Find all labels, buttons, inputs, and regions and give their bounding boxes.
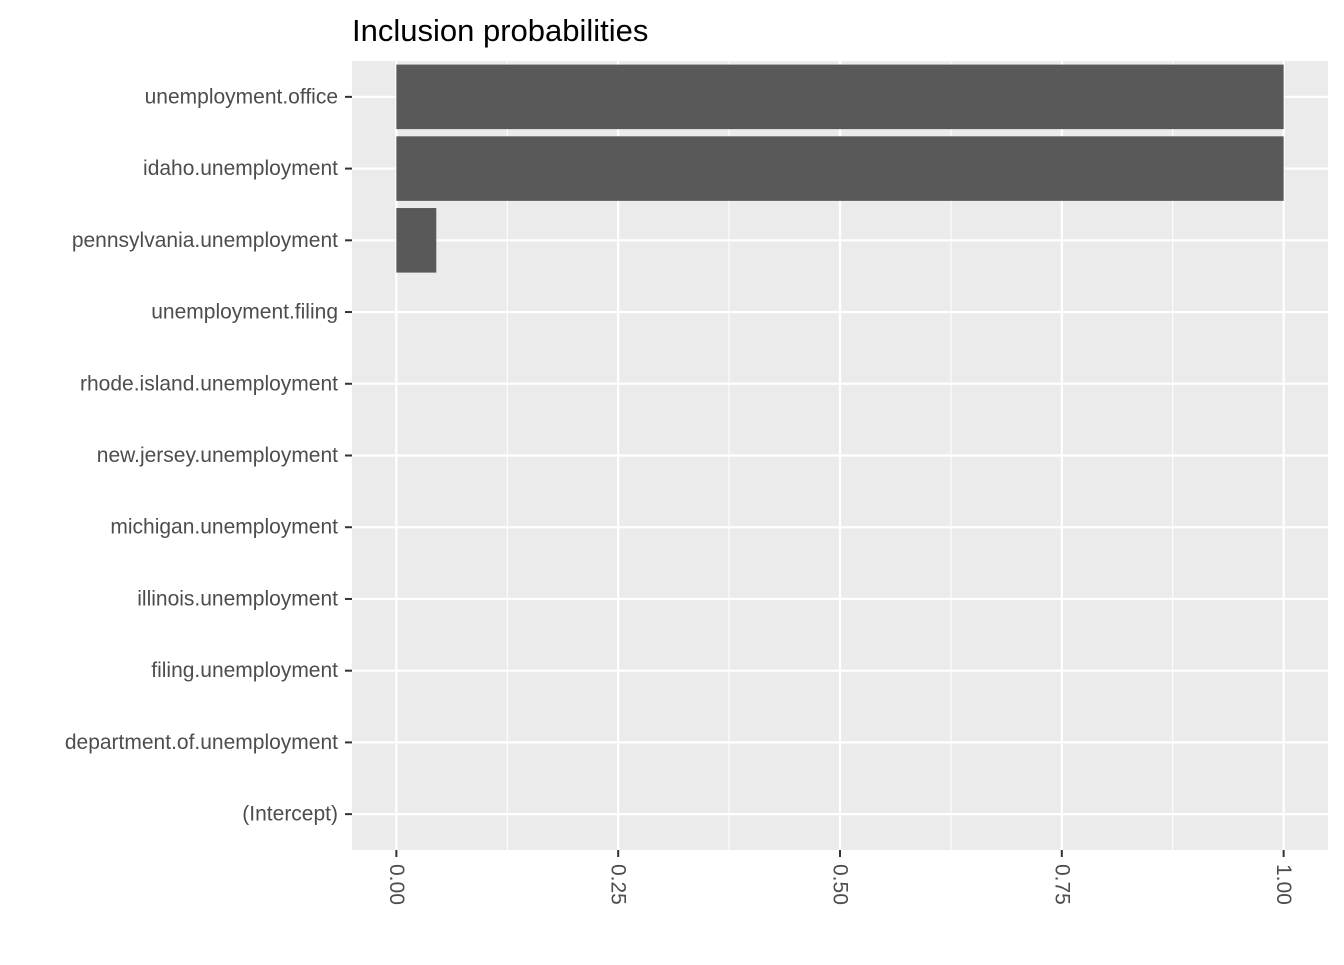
bar-layer: [396, 64, 1284, 273]
y-axis: unemployment.office idaho.unemployment pen…: [65, 85, 352, 826]
bar: [396, 136, 1284, 201]
x-tick-label: 0.75: [1050, 864, 1073, 905]
y-tick-label: new.jersey.unemployment: [97, 444, 338, 467]
y-tick-label: unemployment.office: [145, 85, 338, 108]
y-tick-label: filing.unemployment: [151, 659, 338, 682]
y-tick-label: pennsylvania.unemployment: [72, 229, 338, 252]
y-tick-label: unemployment.filing: [151, 301, 338, 324]
bar: [396, 64, 1284, 130]
x-tick-label: 0.00: [385, 864, 408, 905]
bar: [396, 208, 437, 273]
chart-title: Inclusion probabilities: [352, 13, 648, 48]
y-tick-label: rhode.island.unemployment: [80, 372, 338, 395]
x-tick-label: 0.25: [607, 864, 630, 905]
y-tick-label: michigan.unemployment: [110, 516, 338, 539]
y-tick-label: department.of.unemployment: [65, 731, 338, 754]
x-tick-label: 0.50: [829, 864, 852, 905]
x-tick-label: 1.00: [1272, 864, 1295, 905]
y-tick-label: (Intercept): [242, 803, 338, 826]
y-tick-label: idaho.unemployment: [143, 157, 338, 180]
y-tick-label: illinois.unemployment: [137, 587, 338, 610]
x-axis: 0.00 0.25 0.50 0.75 1.00: [385, 850, 1295, 905]
